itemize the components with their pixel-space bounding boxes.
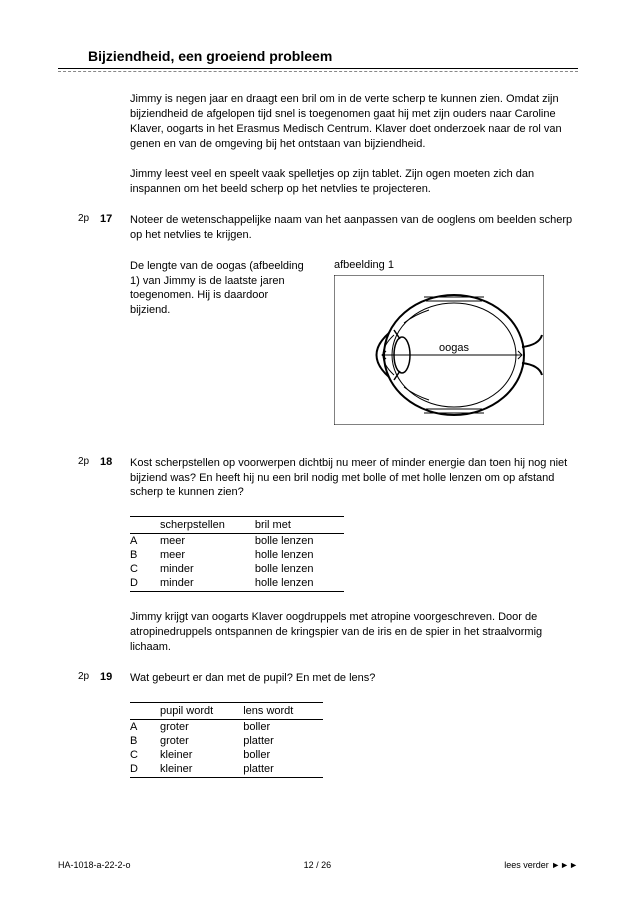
- options-table-18: scherpstellen bril met Ameerbolle lenzen…: [130, 516, 344, 592]
- table-row: Cminderbolle lenzen: [130, 562, 344, 576]
- options-table-19: pupil wordt lens wordt AgroterbollerBgro…: [130, 702, 323, 778]
- table-row: Dkleinerplatter: [130, 762, 323, 778]
- intro-paragraph-1: Jimmy is negen jaar en draagt een bril o…: [130, 92, 578, 151]
- option-cell: meer: [160, 548, 255, 562]
- question-number: 19: [100, 671, 112, 683]
- option-letter: D: [130, 762, 160, 778]
- rule-top: [58, 68, 578, 69]
- option-letter: A: [130, 534, 160, 549]
- figure-block: De lengte van de oogas (afbeelding 1) va…: [130, 259, 578, 428]
- page-title: Bijziendheid, een groeiend probleem: [88, 48, 578, 64]
- option-cell: platter: [243, 734, 323, 748]
- table-row: Bgroterplatter: [130, 734, 323, 748]
- eye-diagram: oogas: [334, 275, 544, 425]
- option-letter: B: [130, 734, 160, 748]
- option-letter: C: [130, 562, 160, 576]
- question-text: Wat gebeurt er dan met de pupil? En met …: [130, 671, 578, 686]
- table-row: Agroterboller: [130, 719, 323, 734]
- option-cell: groter: [160, 719, 243, 734]
- footer-center: 12 / 26: [304, 860, 332, 870]
- table-row: Dminderholle lenzen: [130, 576, 344, 592]
- page-footer: HA-1018-a-22-2-o 12 / 26 lees verder ►►►: [58, 860, 578, 870]
- table-header: scherpstellen: [160, 517, 255, 534]
- option-cell: platter: [243, 762, 323, 778]
- table-header: lens wordt: [243, 702, 323, 719]
- option-cell: minder: [160, 576, 255, 592]
- rule-dotted: [58, 71, 578, 72]
- intro-paragraph-3: Jimmy krijgt van oogarts Klaver oogdrupp…: [130, 610, 578, 655]
- figure-caption: afbeelding 1: [334, 259, 544, 271]
- option-cell: holle lenzen: [255, 548, 344, 562]
- option-cell: boller: [243, 748, 323, 762]
- option-cell: meer: [160, 534, 255, 549]
- table-header: bril met: [255, 517, 344, 534]
- eye-axis-label: oogas: [439, 342, 469, 354]
- question-text: Kost scherpstellen op voorwerpen dichtbi…: [130, 456, 578, 501]
- footer-right: lees verder ►►►: [504, 860, 578, 870]
- option-letter: B: [130, 548, 160, 562]
- option-letter: A: [130, 719, 160, 734]
- question-text: Noteer de wetenschappelijke naam van het…: [130, 213, 578, 243]
- option-cell: kleiner: [160, 748, 243, 762]
- option-letter: C: [130, 748, 160, 762]
- option-cell: groter: [160, 734, 243, 748]
- table-row: Ckleinerboller: [130, 748, 323, 762]
- question-number: 17: [100, 213, 112, 225]
- question-points: 2p: [78, 671, 89, 682]
- option-cell: bolle lenzen: [255, 562, 344, 576]
- question-points: 2p: [78, 213, 89, 224]
- table-row: Bmeerholle lenzen: [130, 548, 344, 562]
- intro-paragraph-2: Jimmy leest veel en speelt vaak spelletj…: [130, 167, 578, 197]
- question-number: 18: [100, 456, 112, 468]
- question-18: 2p 18 Kost scherpstellen op voorwerpen d…: [58, 456, 578, 501]
- question-19: 2p 19 Wat gebeurt er dan met de pupil? E…: [58, 671, 578, 686]
- footer-left: HA-1018-a-22-2-o: [58, 860, 131, 870]
- question-points: 2p: [78, 456, 89, 467]
- table-header: pupil wordt: [160, 702, 243, 719]
- option-cell: boller: [243, 719, 323, 734]
- option-cell: kleiner: [160, 762, 243, 778]
- option-letter: D: [130, 576, 160, 592]
- option-cell: holle lenzen: [255, 576, 344, 592]
- option-cell: minder: [160, 562, 255, 576]
- question-17: 2p 17 Noteer de wetenschappelijke naam v…: [58, 213, 578, 243]
- table-row: Ameerbolle lenzen: [130, 534, 344, 549]
- figure-text: De lengte van de oogas (afbeelding 1) va…: [130, 259, 310, 428]
- option-cell: bolle lenzen: [255, 534, 344, 549]
